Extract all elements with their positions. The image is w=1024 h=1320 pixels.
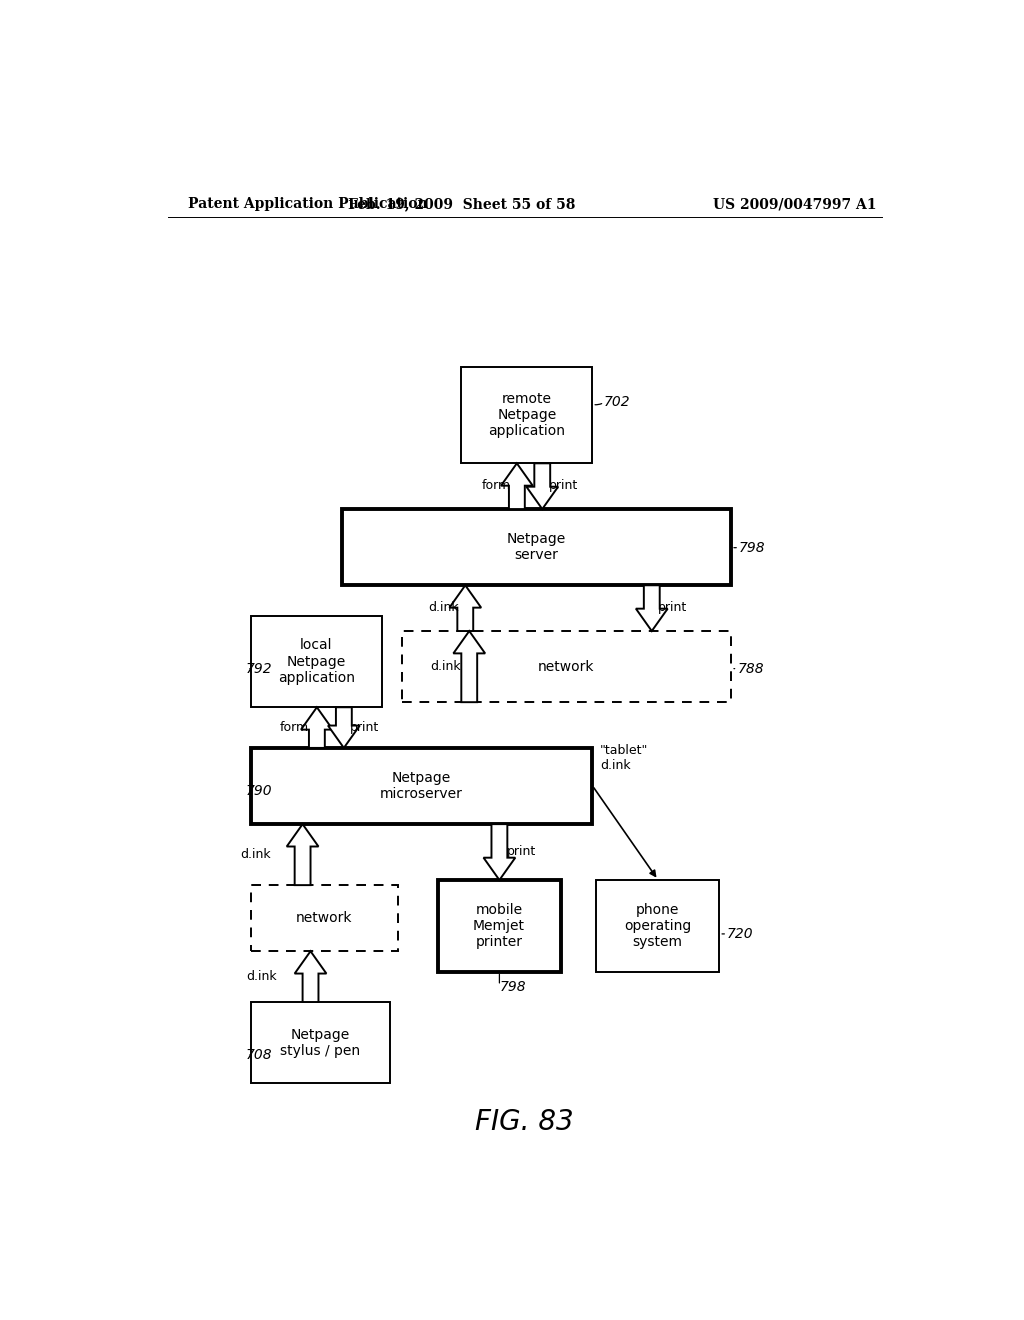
Text: 790: 790	[246, 784, 272, 797]
Text: Netpage
server: Netpage server	[507, 532, 566, 562]
Text: network: network	[539, 660, 595, 673]
FancyBboxPatch shape	[401, 631, 731, 702]
FancyBboxPatch shape	[251, 748, 592, 824]
Text: print: print	[507, 845, 537, 858]
Text: form: form	[280, 721, 309, 734]
Text: d.ink: d.ink	[241, 849, 270, 861]
FancyBboxPatch shape	[596, 880, 719, 972]
Text: 792: 792	[246, 661, 272, 676]
Text: d.ink: d.ink	[428, 601, 459, 614]
Polygon shape	[636, 585, 668, 631]
Text: Netpage
microserver: Netpage microserver	[380, 771, 463, 801]
Polygon shape	[450, 585, 481, 631]
Text: 798: 798	[500, 979, 526, 994]
Text: d.ink: d.ink	[247, 970, 278, 983]
FancyBboxPatch shape	[251, 886, 397, 952]
Text: US 2009/0047997 A1: US 2009/0047997 A1	[713, 197, 877, 211]
FancyBboxPatch shape	[251, 615, 382, 708]
Text: "tablet"
d.ink: "tablet" d.ink	[600, 744, 648, 772]
Text: form: form	[482, 479, 511, 492]
Text: 702: 702	[604, 395, 631, 409]
Polygon shape	[501, 463, 532, 510]
Text: phone
operating
system: phone operating system	[624, 903, 691, 949]
Text: network: network	[296, 911, 352, 925]
Text: remote
Netpage
application: remote Netpage application	[488, 392, 565, 438]
Polygon shape	[328, 708, 359, 748]
Polygon shape	[287, 824, 318, 886]
Text: 798: 798	[739, 541, 766, 554]
Text: FIG. 83: FIG. 83	[475, 1107, 574, 1137]
Text: 708: 708	[246, 1048, 272, 1061]
Polygon shape	[454, 631, 485, 702]
Polygon shape	[295, 952, 327, 1002]
FancyBboxPatch shape	[342, 510, 731, 585]
Polygon shape	[301, 708, 333, 748]
FancyBboxPatch shape	[437, 880, 560, 972]
Polygon shape	[483, 824, 515, 880]
Text: local
Netpage
application: local Netpage application	[278, 639, 355, 685]
Text: 788: 788	[737, 661, 764, 676]
Text: print: print	[658, 601, 687, 614]
Text: 720: 720	[727, 927, 754, 941]
Text: print: print	[549, 479, 578, 492]
FancyBboxPatch shape	[461, 367, 592, 463]
Polygon shape	[526, 463, 558, 510]
FancyBboxPatch shape	[251, 1002, 390, 1084]
Text: Patent Application Publication: Patent Application Publication	[187, 197, 427, 211]
Text: Netpage
stylus / pen: Netpage stylus / pen	[281, 1027, 360, 1057]
Text: mobile
Memjet
printer: mobile Memjet printer	[473, 903, 525, 949]
Text: d.ink: d.ink	[431, 660, 461, 673]
Text: Feb. 19, 2009  Sheet 55 of 58: Feb. 19, 2009 Sheet 55 of 58	[347, 197, 575, 211]
Text: print: print	[350, 721, 380, 734]
